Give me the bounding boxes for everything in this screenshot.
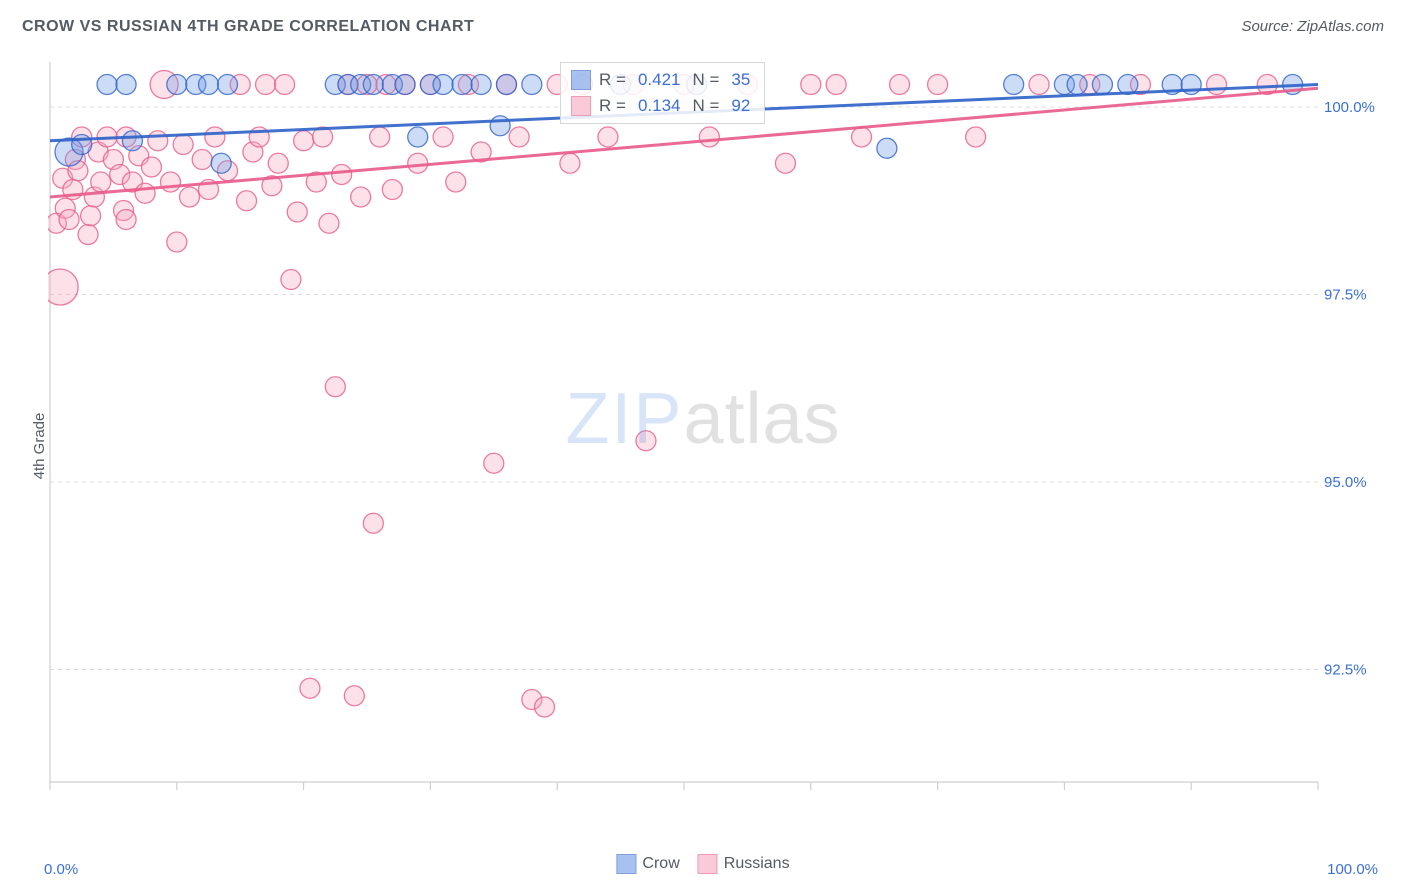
crow-r-value: 0.421 — [634, 70, 685, 90]
stats-legend: R = 0.421 N = 35 R = 0.134 N = 92 — [560, 62, 765, 124]
legend-item-russians: Russians — [698, 854, 790, 874]
legend-item-crow: Crow — [616, 854, 679, 874]
russians-r-value: 0.134 — [634, 96, 685, 116]
r-label: R = — [599, 96, 626, 116]
n-label: N = — [692, 96, 719, 116]
chart-title: CROW VS RUSSIAN 4TH GRADE CORRELATION CH… — [22, 18, 474, 36]
correlation-chart: 92.5% 95.0% 97.5% 100.0% — [48, 60, 1378, 820]
legend-label-crow: Crow — [642, 855, 679, 873]
r-label: R = — [599, 70, 626, 90]
stats-legend-row-russians: R = 0.134 N = 92 — [571, 93, 754, 119]
russians-swatch — [571, 96, 591, 116]
svg-text:97.5%: 97.5% — [1324, 287, 1367, 304]
legend-label-russians: Russians — [724, 855, 790, 873]
x-tick-max: 100.0% — [1327, 861, 1378, 878]
crow-n-value: 35 — [727, 70, 754, 90]
stats-legend-row-crow: R = 0.421 N = 35 — [571, 67, 754, 93]
series-legend: Crow Russians — [616, 854, 789, 874]
svg-text:92.5%: 92.5% — [1324, 662, 1367, 679]
crow-swatch — [571, 70, 591, 90]
crow-swatch-icon — [616, 854, 636, 874]
n-label: N = — [692, 70, 719, 90]
svg-text:100.0%: 100.0% — [1324, 99, 1375, 116]
russians-swatch-icon — [698, 854, 718, 874]
russians-n-value: 92 — [727, 96, 754, 116]
svg-text:95.0%: 95.0% — [1324, 474, 1367, 491]
y-axis-label: 4th Grade — [31, 413, 48, 480]
source-label: Source: ZipAtlas.com — [1241, 18, 1384, 35]
x-tick-min: 0.0% — [44, 861, 78, 878]
